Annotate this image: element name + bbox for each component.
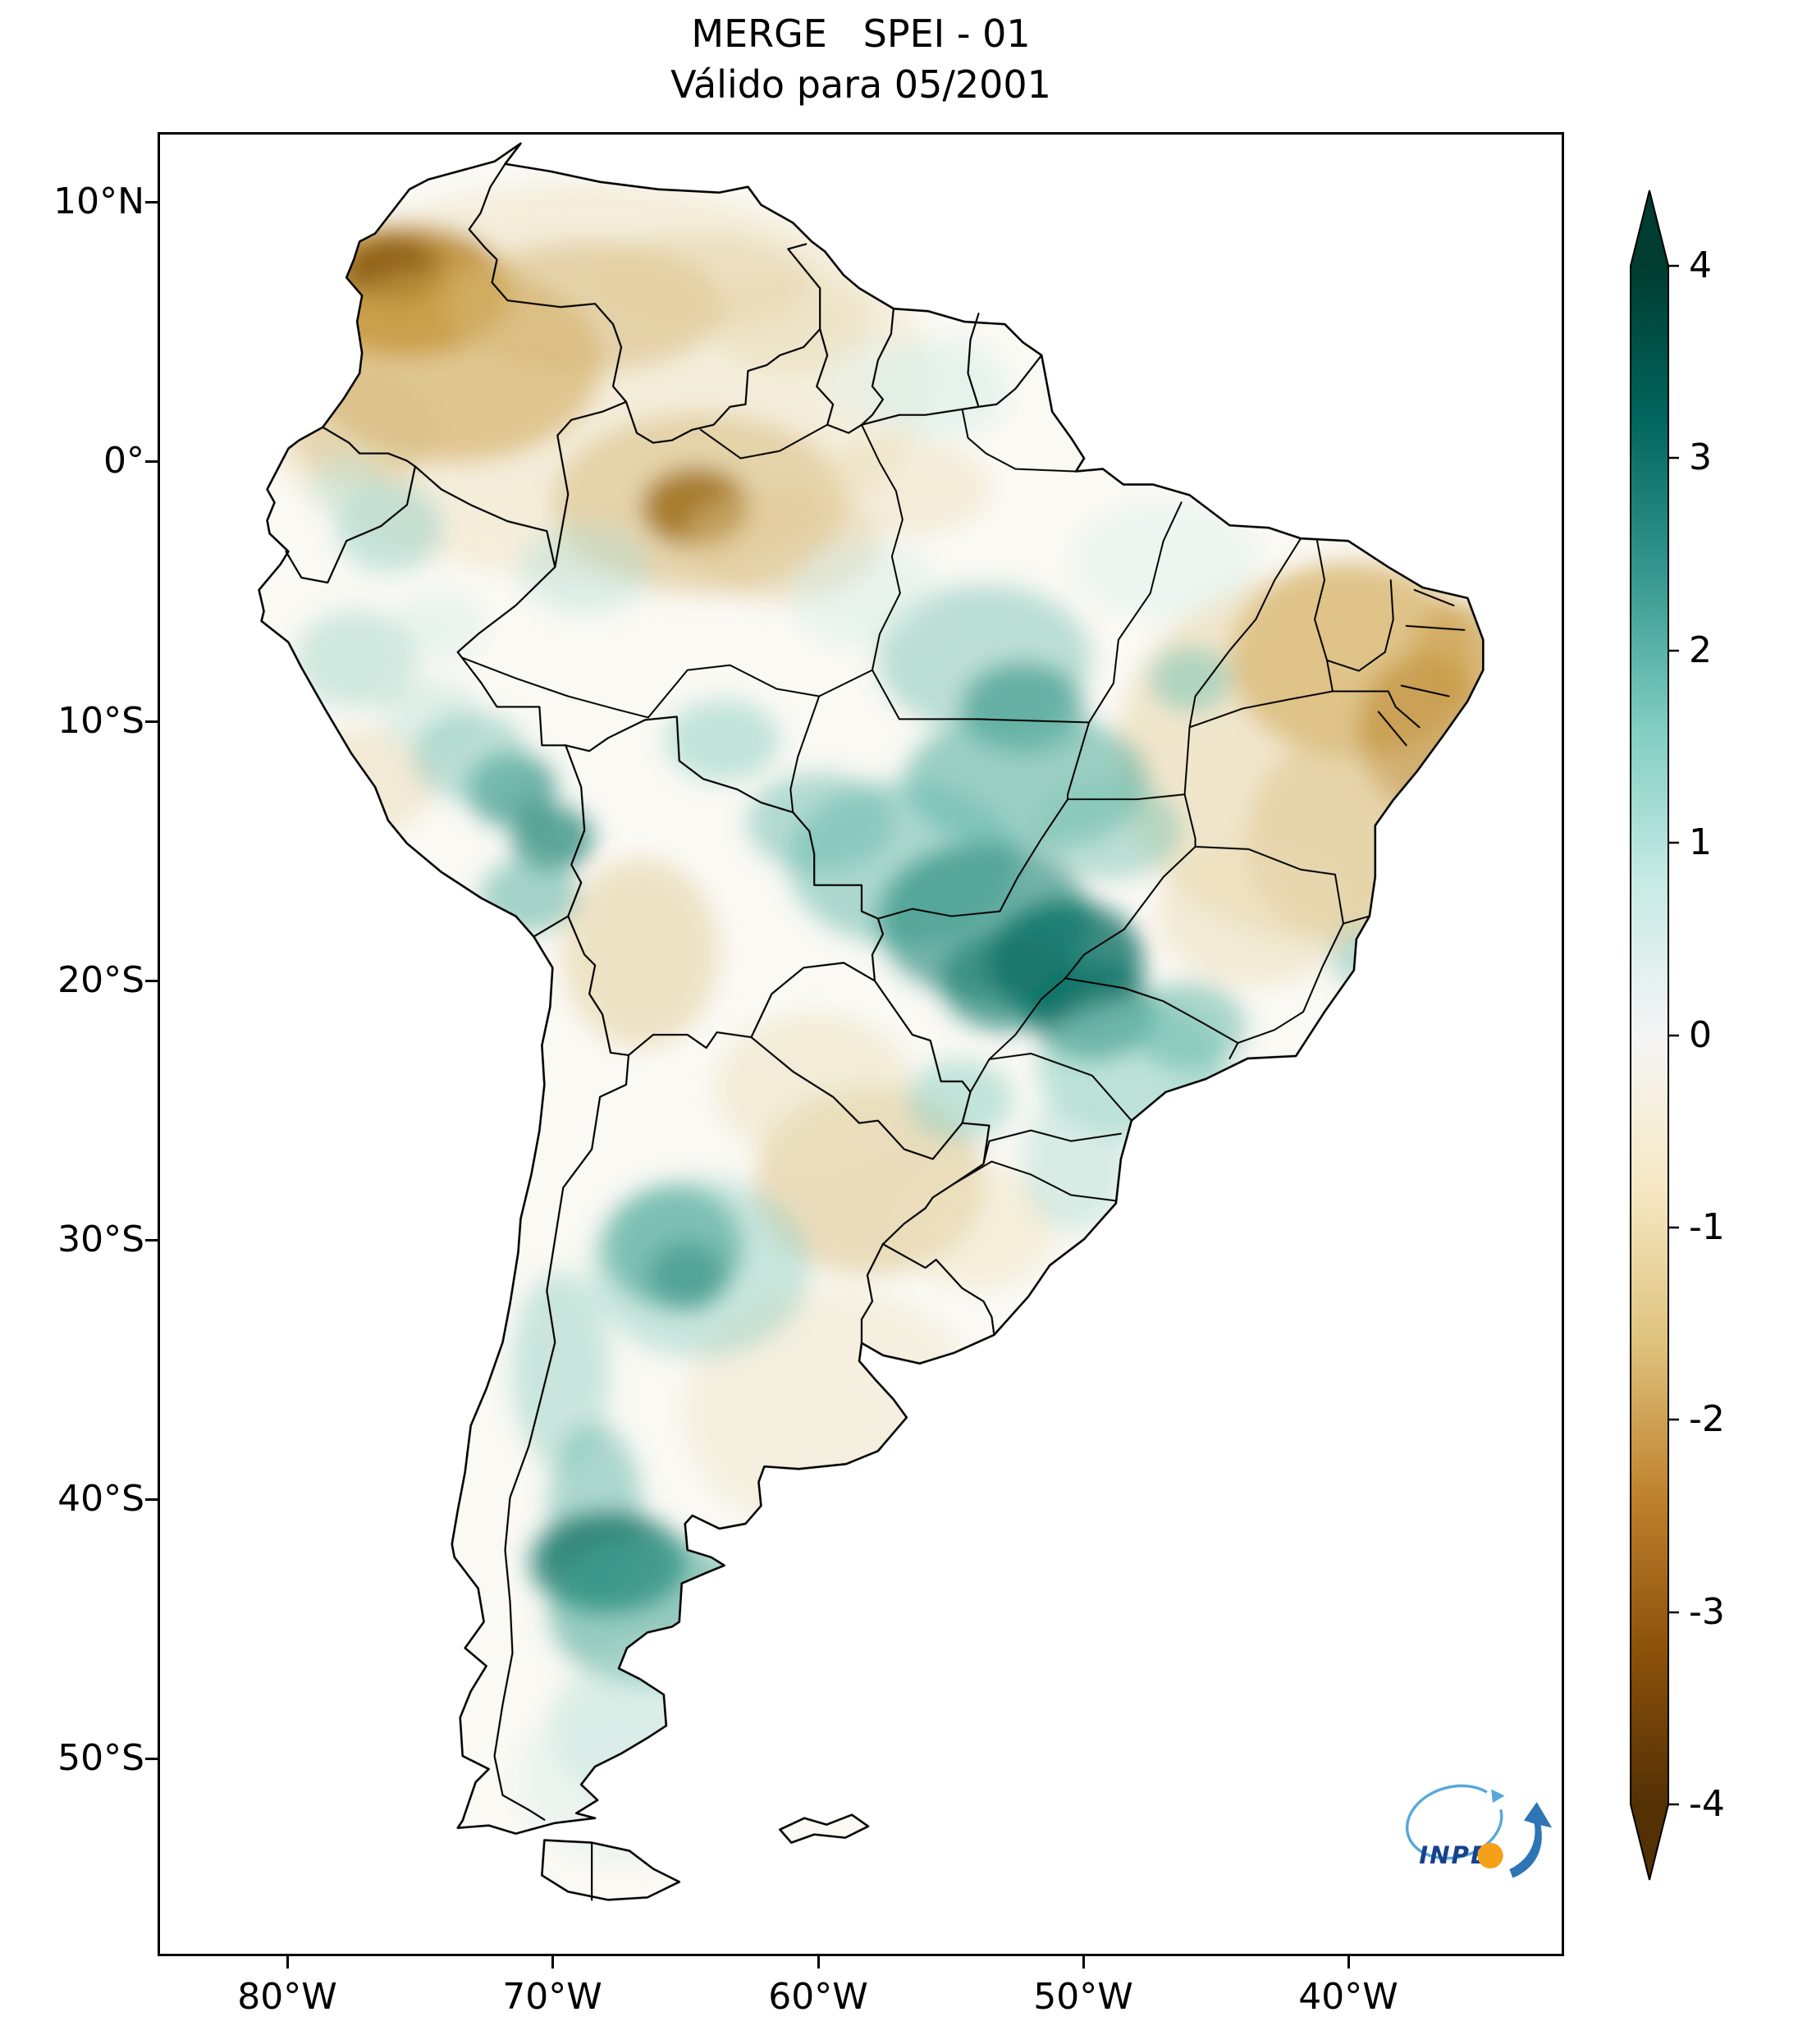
colorbar-tick-label: 2: [1689, 629, 1712, 671]
colorbar: [1630, 190, 1679, 1881]
y-axis-tick: [145, 201, 158, 203]
colorbar-tick-label: -3: [1689, 1591, 1725, 1633]
x-axis-tick: [1082, 1956, 1085, 1969]
inpe-logo: INPE: [1405, 1784, 1553, 1878]
orbit-arrow-icon: [1491, 1789, 1505, 1804]
figure-subtitle: Válido para 05/2001: [670, 62, 1051, 107]
y-axis-tick: [145, 720, 158, 723]
lon-tick-label: 70°W: [502, 1976, 602, 2018]
lon-tick-label: 50°W: [1033, 1976, 1133, 2018]
x-axis-tick: [551, 1956, 554, 1969]
state-borders: [461, 408, 1466, 1202]
inpe-logo-text: INPE: [1419, 1841, 1489, 1869]
planet-icon: [1477, 1842, 1503, 1869]
colorbar-extend-min: [1631, 1804, 1668, 1880]
y-axis-tick: [145, 460, 158, 463]
south-america-spei-map: [258, 142, 1485, 1901]
lat-tick-label: 10°N: [53, 181, 144, 222]
lon-tick-label: 40°W: [1298, 1976, 1398, 2018]
colorbar-tick-label: -2: [1689, 1398, 1725, 1440]
map-panel: [158, 132, 1564, 1956]
y-axis-tick: [145, 1758, 158, 1760]
colorbar-tick-label: 4: [1689, 245, 1712, 286]
colorbar-tick-label: -1: [1689, 1206, 1725, 1248]
lat-tick-label: 40°S: [57, 1478, 144, 1520]
colorbar-gradient: [1631, 266, 1668, 1804]
lon-tick-label: 80°W: [237, 1976, 337, 2018]
orbit-icon: [1405, 1784, 1503, 1860]
lat-tick-label: 10°S: [57, 700, 144, 742]
spei-field: [258, 143, 1484, 1900]
colorbar-tick-label: 1: [1689, 821, 1712, 863]
lat-tick-label: 0°: [103, 440, 144, 482]
swoosh-arrow-icon: [1509, 1802, 1553, 1878]
colorbar-tick-label: 0: [1689, 1014, 1712, 1056]
x-axis-tick: [817, 1956, 820, 1969]
x-axis-tick: [286, 1956, 289, 1969]
lat-tick-label: 50°S: [57, 1737, 144, 1779]
x-axis-tick: [1347, 1956, 1350, 1969]
lon-tick-label: 60°W: [768, 1976, 868, 2018]
y-axis-tick: [145, 1239, 158, 1241]
y-axis-tick: [145, 980, 158, 982]
colorbar-tick-label: -4: [1689, 1783, 1725, 1825]
figure-title: MERGE SPEI - 01: [691, 11, 1031, 56]
lat-tick-label: 20°S: [57, 959, 144, 1001]
lat-tick-label: 30°S: [57, 1219, 144, 1260]
colorbar-tick-label: 3: [1689, 437, 1712, 478]
colorbar-extend-max: [1631, 190, 1668, 266]
colorbar-ticks: [1668, 264, 1679, 1806]
coastline: [258, 142, 1485, 1901]
y-axis-tick: [145, 1498, 158, 1501]
